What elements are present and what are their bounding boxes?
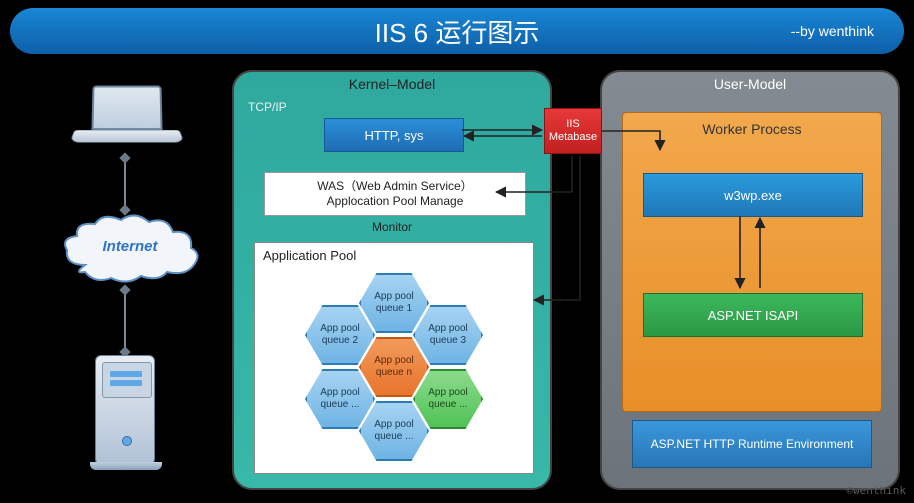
http-sys-box: HTTP, sys (324, 118, 464, 152)
internet-cloud-icon: Internet (55, 210, 205, 290)
iis-metabase-box: IIS Metabase (544, 108, 602, 154)
watermark-label: ©wenthink (846, 484, 906, 497)
user-title: User-Model (602, 70, 898, 98)
monitor-label: Monitor (234, 220, 550, 234)
hex-queue-3: App pool queue 3 (413, 305, 483, 365)
hex-queue-2: App pool queue 2 (305, 305, 375, 365)
title-banner: IIS 6 运行图示 --by wenthink (10, 8, 904, 54)
connector-line (124, 158, 126, 210)
hex-queue-dots: App pool queue ... (305, 369, 375, 429)
server-icon (95, 355, 155, 465)
was-line2: Applocation Pool Manage (327, 194, 464, 209)
author-label: --by wenthink (791, 23, 874, 39)
worker-title: Worker Process (623, 113, 881, 145)
user-model-panel: User-Model Worker Process w3wp.exe ASP.N… (600, 70, 900, 490)
tcpip-label: TCP/IP (248, 100, 287, 114)
internet-label: Internet (55, 238, 205, 255)
worker-process-panel: Worker Process w3wp.exe ASP.NET ISAPI (622, 112, 882, 412)
hex-queue-n: App pool queue n (359, 337, 429, 397)
hex-queue-dots: App pool queue ... (359, 401, 429, 461)
runtime-box: ASP.NET HTTP Runtime Environment (632, 420, 872, 468)
was-line1: WAS（Web Admin Service） (317, 179, 472, 194)
page-title: IIS 6 运行图示 (375, 13, 540, 50)
kernel-model-panel: Kernel–Model TCP/IP HTTP, sys WAS（Web Ad… (232, 70, 552, 490)
app-pool-title: Application Pool (255, 243, 533, 268)
w3wp-box: w3wp.exe (643, 173, 863, 217)
isapi-box: ASP.NET ISAPI (643, 293, 863, 337)
was-box: WAS（Web Admin Service） Applocation Pool … (264, 172, 526, 216)
connector-line (124, 290, 126, 352)
laptop-icon (72, 85, 182, 155)
hex-queue-1: App pool queue 1 (359, 273, 429, 333)
kernel-title: Kernel–Model (234, 70, 550, 98)
application-pool-panel: Application Pool App pool queue 1 App po… (254, 242, 534, 474)
hex-queue-dots: App pool queue ... (413, 369, 483, 429)
